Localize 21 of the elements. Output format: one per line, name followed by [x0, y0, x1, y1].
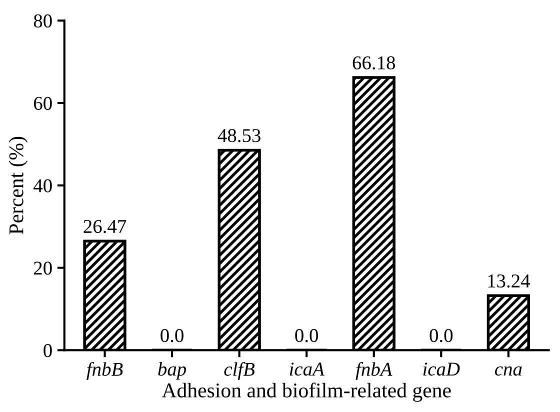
x-tick-label: fnbA [356, 362, 392, 380]
y-tick-label: 60 [34, 96, 52, 110]
y-tick-label: 0 [44, 344, 52, 358]
y-axis-title: Percent (%) [8, 136, 28, 234]
x-tick-label: clfB [224, 362, 255, 380]
data-label: 13.24 [488, 274, 530, 288]
x-tick-label: icaA [290, 362, 324, 376]
data-label: 0.0 [160, 328, 184, 342]
data-label: 0.0 [430, 328, 453, 342]
y-tick-label: 20 [34, 262, 52, 275]
y-tick-label: 80 [34, 14, 52, 28]
data-label: 66.18 [352, 56, 396, 70]
data-label: 0.0 [295, 328, 318, 342]
x-tick-label: fnbB [86, 362, 123, 380]
x-tick-label: bap [158, 362, 186, 380]
data-label: 48.53 [218, 129, 260, 142]
x-axis-title: Adhesion and biofilm-related gene [162, 382, 451, 402]
y-tick-label: 40 [34, 179, 52, 192]
x-tick-label: icaD [423, 362, 460, 376]
x-tick-label: cna [494, 366, 522, 376]
data-label: 26.47 [84, 220, 126, 234]
